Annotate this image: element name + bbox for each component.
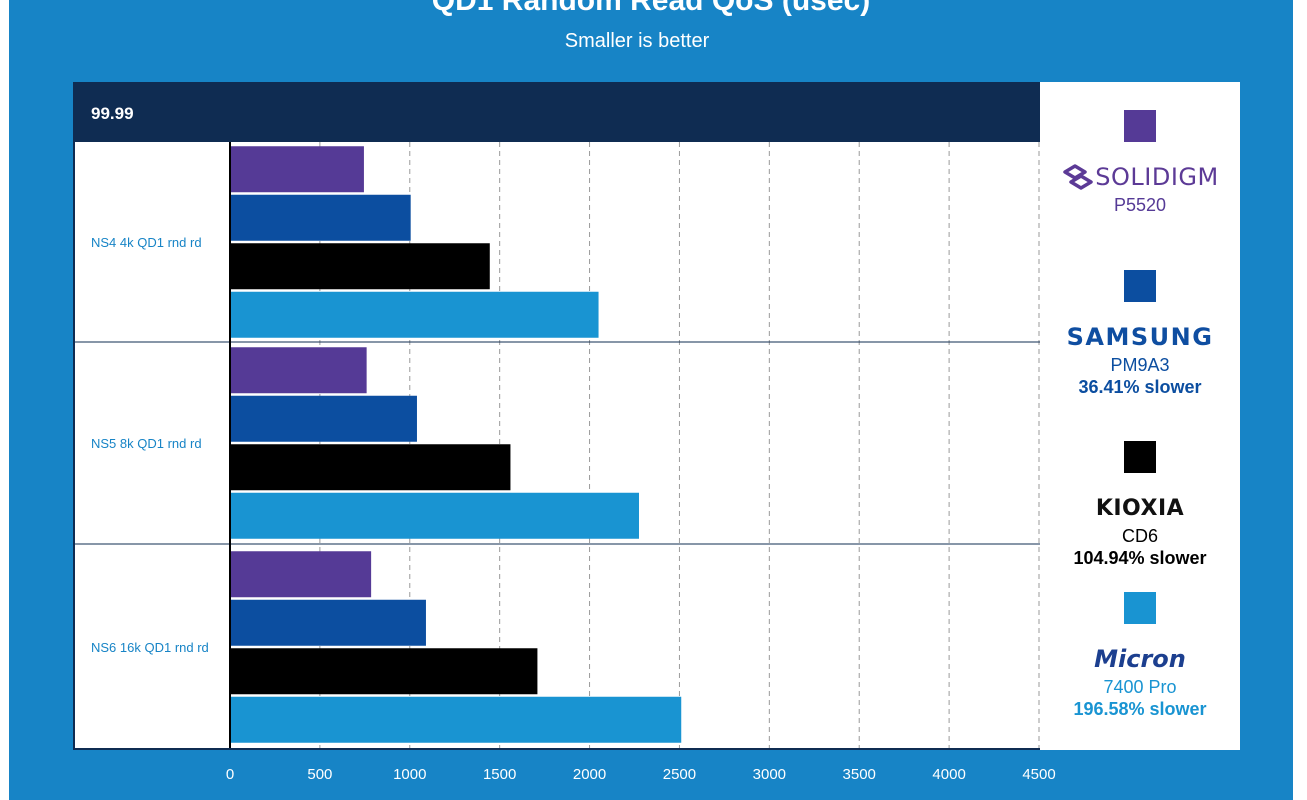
x-tick-label: 3500 — [843, 766, 876, 783]
bar — [230, 194, 411, 241]
legend-model: 7400 Pro — [1103, 677, 1177, 697]
chart-frame: QD1 Random Read QoS (usec) Smaller is be… — [9, 0, 1293, 800]
bar — [230, 444, 511, 491]
plot-background — [73, 82, 1040, 750]
legend-brand: Micron — [1094, 645, 1186, 673]
samsung-logo: SAMSUNG — [1040, 320, 1240, 354]
chart-subtitle: Smaller is better — [564, 30, 710, 52]
bar — [230, 551, 372, 598]
kioxia-logo: KIOXIA — [1040, 491, 1240, 525]
legend-brand: SOLIDIGM — [1095, 163, 1219, 191]
x-tick-label: 3000 — [753, 766, 786, 783]
bar — [230, 395, 417, 442]
bar — [230, 146, 364, 193]
bar — [230, 696, 682, 743]
bar — [230, 347, 367, 394]
legend-swatch — [1124, 110, 1156, 142]
legend-model: CD6 — [1121, 526, 1158, 546]
x-tick-label: 500 — [307, 766, 332, 783]
x-tick-label: 2500 — [663, 766, 696, 783]
legend-swatch — [1124, 270, 1156, 302]
category-label: NS6 16k QD1 rnd rd — [91, 640, 209, 655]
legend-percent: 104.94% slower — [1073, 548, 1207, 568]
legend-brand: KIOXIA — [1095, 495, 1185, 521]
legend-item-kioxia: KIOXIA CD6 104.94% slower — [1040, 441, 1240, 569]
legend-brand: SAMSUNG — [1066, 323, 1214, 351]
x-tick-label: 4500 — [1022, 766, 1055, 783]
solidigm-logo: SOLIDIGM — [1040, 160, 1240, 194]
x-tick-label: 1000 — [393, 766, 426, 783]
solidigm-mark-icon — [1063, 164, 1094, 190]
legend-percent: 36.41% slower — [1078, 377, 1202, 397]
chart-plot: 99.99 NS4 4k QD1 rnd rd NS5 8k QD1 rnd rd N… — [73, 82, 1240, 783]
legend-model: PM9A3 — [1110, 355, 1170, 375]
chart-title: QD1 Random Read QoS (usec) — [431, 0, 871, 17]
legend-percent: 196.58% slower — [1073, 699, 1207, 719]
x-tick-label: 0 — [226, 766, 234, 783]
x-tick-label: 1500 — [483, 766, 516, 783]
panel-label: 99.99 — [91, 104, 134, 123]
legend-swatch — [1124, 441, 1156, 473]
panel-header — [73, 82, 1040, 142]
bar — [230, 291, 599, 338]
legend-item-solidigm: SOLIDIGM P5520 — [1040, 110, 1240, 216]
bar — [230, 599, 426, 646]
legend: SOLIDIGM P5520 SAMSUNG PM9A3 36.41% slow… — [1040, 82, 1240, 750]
legend-item-samsung: SAMSUNG PM9A3 36.41% slower — [1040, 270, 1240, 398]
legend-item-micron: Micron 7400 Pro 196.58% slower — [1040, 592, 1240, 720]
bar — [230, 243, 490, 290]
category-label: NS4 4k QD1 rnd rd — [91, 235, 202, 250]
legend-swatch — [1124, 592, 1156, 624]
x-tick-label: 2000 — [573, 766, 606, 783]
bar — [230, 648, 538, 695]
micron-logo: Micron — [1040, 642, 1240, 676]
category-label: NS5 8k QD1 rnd rd — [91, 436, 202, 451]
legend-model: P5520 — [1113, 195, 1167, 215]
x-tick-label: 4000 — [932, 766, 965, 783]
bar — [230, 492, 639, 539]
